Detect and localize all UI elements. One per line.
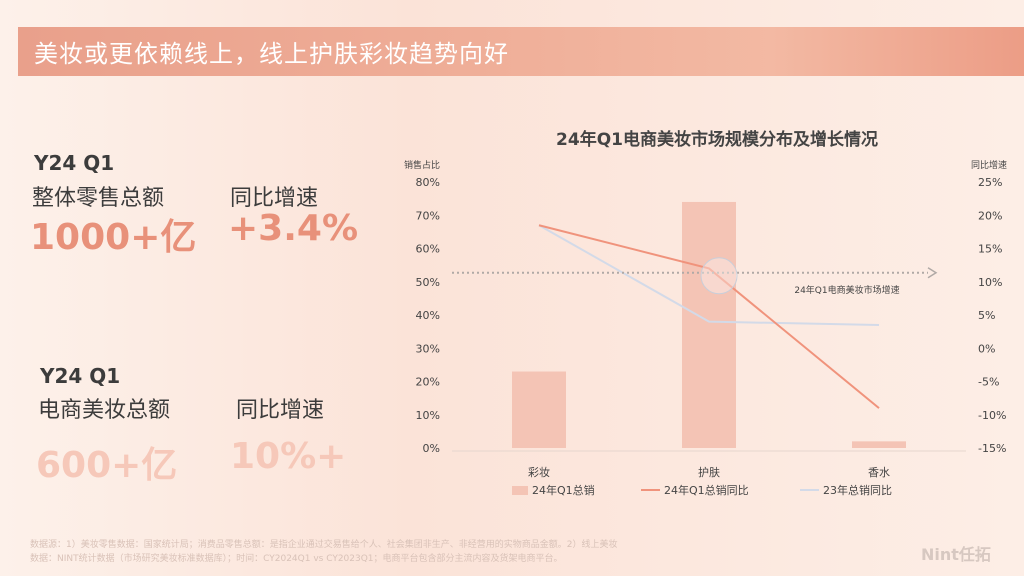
- legend-label-bar: 24年Q1总销: [532, 483, 595, 497]
- reference-label: 24年Q1电商美妆市场增速: [794, 284, 899, 296]
- title-banner: 美妆或更依赖线上，线上护肤彩妆趋势向好: [18, 27, 1024, 76]
- legend-label-line-24: 24年Q1总销同比: [664, 483, 749, 497]
- kpi-ecom-growth-value: 10%+: [230, 436, 347, 477]
- y-tick-left: 0%: [423, 442, 440, 455]
- x-tick-label: 香水: [868, 466, 890, 479]
- reference-arrow-icon: [927, 267, 938, 279]
- kpi-ecom-period: Y24 Q1: [40, 364, 121, 388]
- y-tick-right: 5%: [978, 309, 995, 322]
- y-tick-right: 20%: [978, 209, 1002, 222]
- y-tick-right: 0%: [978, 342, 995, 355]
- highlight-bubble: [700, 257, 738, 295]
- kpi-ecom-value: 600+亿: [36, 445, 178, 486]
- y-tick-right: 15%: [978, 243, 1002, 256]
- legend-swatch-bar: [512, 486, 528, 495]
- brand-logo: Nint任拓: [921, 545, 991, 564]
- y-tick-left: 50%: [416, 276, 440, 289]
- kpi-total-growth-label: 同比增速: [230, 186, 319, 211]
- x-tick-label: 彩妆: [528, 466, 550, 479]
- kpi-total-period: Y24 Q1: [34, 151, 115, 175]
- page-title: 美妆或更依赖线上，线上护肤彩妆趋势向好: [34, 40, 509, 68]
- y-tick-left: 70%: [416, 209, 440, 222]
- y-tick-right: -15%: [978, 442, 1006, 455]
- bar-2: [682, 201, 736, 448]
- line-series-24: [538, 224, 880, 409]
- footnote: 数据源：1）美妆零售数据：国家统计局；消费品零售总额：是指企业通过交易售给个人、…: [30, 538, 820, 566]
- y-tick-left: 40%: [416, 309, 440, 322]
- line-series-23: [538, 224, 880, 326]
- chart-title: 24年Q1电商美妆市场规模分布及增长情况: [556, 129, 878, 150]
- y-tick-right: 25%: [978, 176, 1002, 189]
- y-tick-left: 30%: [416, 342, 440, 355]
- bar-3: [852, 441, 906, 448]
- y-tick-right: -10%: [978, 409, 1006, 422]
- y-tick-right: 10%: [978, 276, 1002, 289]
- y-tick-left: 60%: [416, 243, 440, 256]
- kpi-total-label: 整体零售总额: [32, 186, 165, 211]
- footnote-line-2: 数据：NINT统计数据（市场研究美妆标准数据库）；时间：CY2024Q1 vs …: [30, 554, 563, 564]
- bar-1: [512, 371, 566, 448]
- x-tick-label: 护肤: [698, 465, 720, 479]
- kpi-ecom-growth-label: 同比增速: [236, 398, 325, 423]
- kpi-total-growth-value: +3.4%: [228, 208, 359, 249]
- y-tick-left: 80%: [416, 176, 440, 189]
- kpi-ecom-label: 电商美妆总额: [38, 398, 171, 423]
- y-tick-right: -5%: [978, 376, 999, 389]
- y-tick-left: 10%: [416, 409, 440, 422]
- footnote-line-1: 数据源：1）美妆零售数据：国家统计局；消费品零售总额：是指企业通过交易售给个人、…: [30, 540, 618, 550]
- kpi-total-value: 1000+亿: [30, 217, 197, 258]
- legend-label-line-23: 23年总销同比: [823, 483, 892, 497]
- y-axis-right-label: 同比增速: [971, 159, 1007, 171]
- y-axis-left-label: 销售占比: [404, 159, 440, 171]
- y-tick-left: 20%: [416, 376, 440, 389]
